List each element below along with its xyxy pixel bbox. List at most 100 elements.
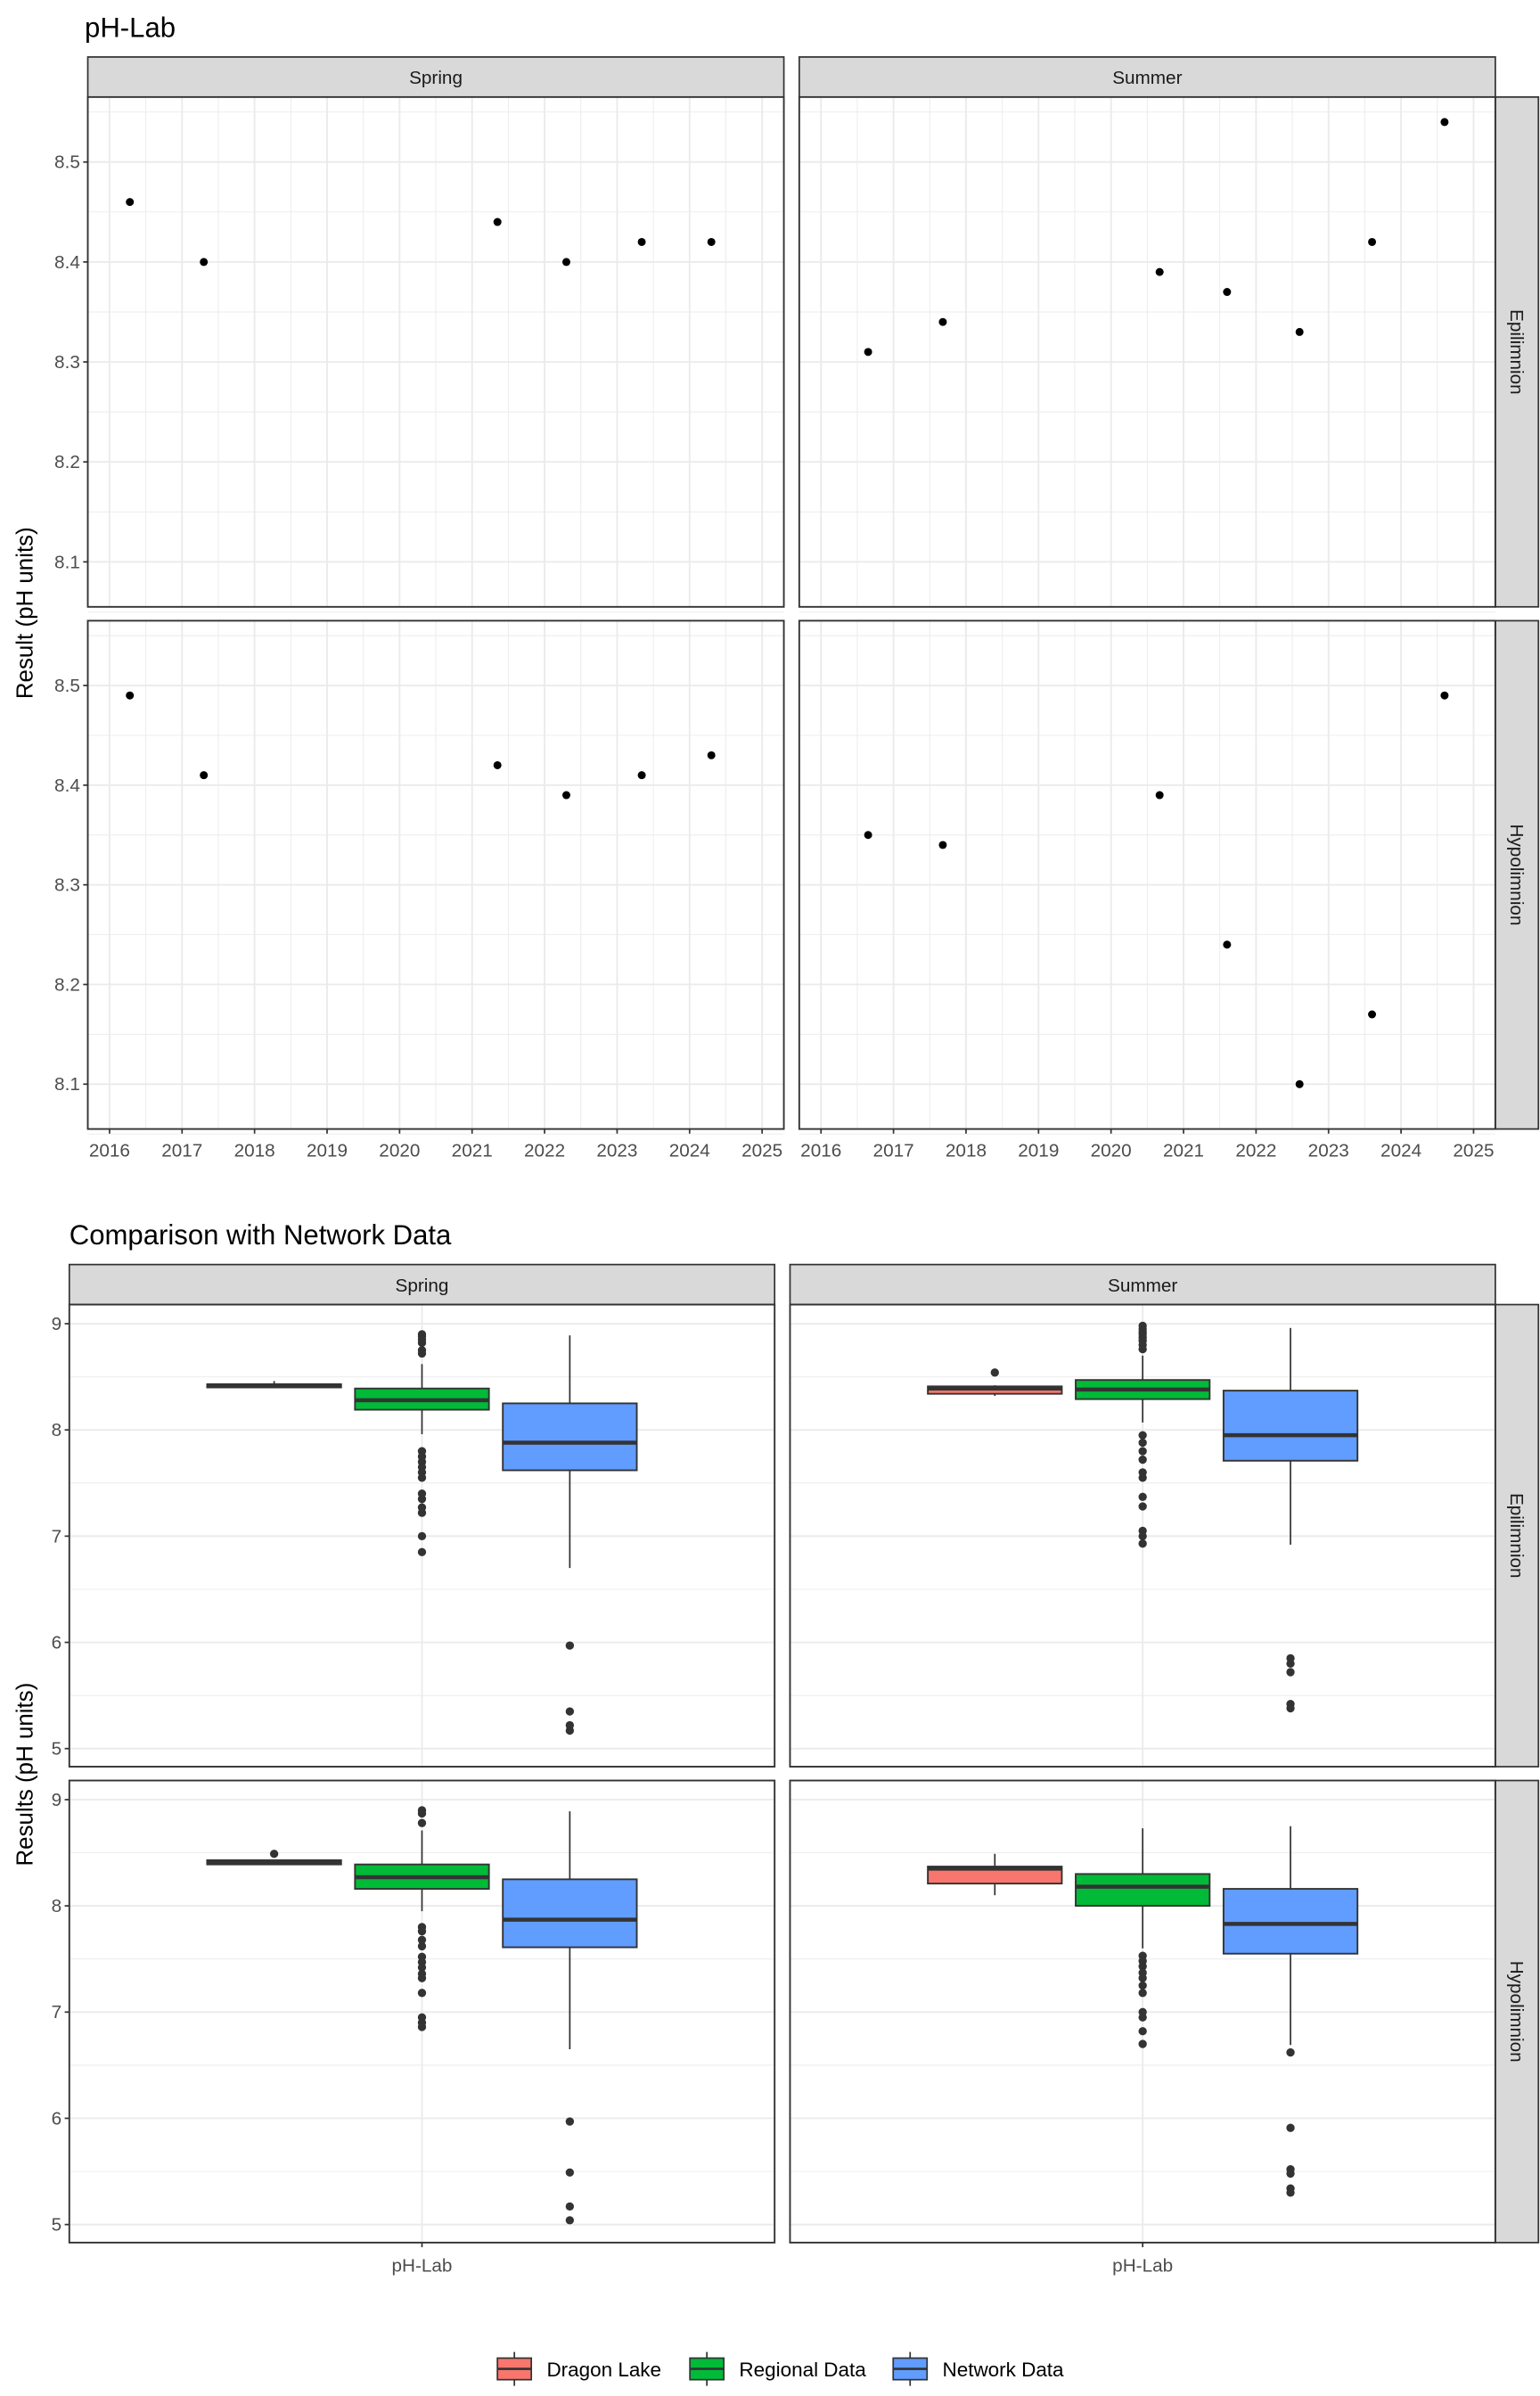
outlier-point: [565, 1707, 575, 1716]
box-regional-data: [354, 1806, 490, 2031]
y-tick-label: 8.5: [54, 152, 80, 173]
x-tick-label: 2021: [452, 1141, 493, 1161]
data-point: [1223, 940, 1232, 949]
y-tick-label: 8.3: [54, 352, 80, 373]
scatter-panel-spring-epilimnion: 8.1 8.2 8.3 8.4 8.5: [54, 95, 785, 612]
strip-label-epilimnion: Epilimnion: [1506, 309, 1527, 395]
outlier-point: [417, 2023, 427, 2031]
data-point: [126, 691, 135, 700]
data-point: [938, 841, 947, 849]
outlier-point: [1138, 1431, 1147, 1440]
data-point: [864, 348, 872, 357]
outlier-point: [565, 2216, 575, 2225]
outlier-point: [417, 1973, 427, 1982]
y-tick-label: 5: [52, 1739, 62, 1760]
data-point: [561, 791, 570, 800]
y-tick-label: 6: [52, 1632, 62, 1653]
box-regional-data: [1075, 1321, 1211, 1548]
x-tick-label: 2019: [307, 1141, 348, 1161]
x-tick-label: 2024: [1380, 1141, 1421, 1161]
legend-item-dragon-lake: Dragon Lake: [496, 2351, 661, 2386]
strip-label-spring: Spring: [396, 1276, 449, 1296]
data-point: [126, 198, 135, 207]
data-point: [1440, 118, 1449, 127]
x-tick-label: 2025: [1453, 1141, 1494, 1161]
outlier-point: [269, 1850, 279, 1859]
strip-label-spring: Spring: [409, 68, 463, 88]
x-tick-label: 2018: [946, 1141, 987, 1161]
outlier-point: [1286, 1668, 1295, 1677]
panel-border: [789, 1303, 1496, 1768]
strip-label-hypolimnion: Hypolimnion: [1506, 824, 1527, 925]
outlier-point: [417, 1547, 427, 1556]
panel-border: [798, 95, 1496, 608]
y-tick-label: 8.2: [54, 974, 80, 995]
data-point: [1155, 791, 1164, 800]
outlier-point: [417, 1818, 427, 1827]
y-tick-label: 8: [52, 1896, 62, 1916]
outlier-point: [417, 1338, 427, 1348]
box-iqr: [927, 1866, 1063, 1885]
data-point: [1368, 237, 1377, 246]
box-iqr: [1075, 1873, 1211, 1908]
box-network-data: [502, 1811, 638, 2225]
outlier-point: [417, 1989, 427, 1998]
strip-hypolimnion: [1495, 1779, 1540, 2244]
outlier-point: [565, 1726, 575, 1735]
outlier-point: [417, 1473, 427, 1482]
outlier-point: [1286, 1703, 1295, 1713]
data-point: [637, 771, 646, 780]
x-tick-label: pH-Lab: [1112, 2256, 1173, 2277]
y-tick-label: 8: [52, 1420, 62, 1440]
strip-summer: [789, 1263, 1496, 1306]
legend-label: Regional Data: [739, 2359, 866, 2381]
data-point: [707, 237, 716, 246]
outlier-point: [417, 1494, 427, 1504]
y-tick-label: 7: [52, 1526, 62, 1547]
outlier-point: [1138, 1447, 1147, 1456]
box-dragon-lake: [927, 1853, 1063, 1896]
outlier-point: [1138, 1962, 1147, 1971]
legend: Dragon Lake Regional Data Network Data: [496, 2351, 1064, 2386]
box-panel-spring-hypolimnion: 5 6 7 8 9 pH-Lab: [52, 1779, 776, 2277]
box-iqr: [1222, 1390, 1359, 1462]
legend-item-regional-data: Regional Data: [689, 2351, 866, 2386]
data-point: [1223, 288, 1232, 297]
outlier-point: [565, 2168, 575, 2177]
strip-epilimnion: [1495, 95, 1540, 608]
box-network-data: [502, 1335, 638, 1735]
outlier-point: [417, 1508, 427, 1517]
box-panel-summer-hypolimnion: pH-Lab: [789, 1779, 1496, 2277]
box-regional-data: [1075, 1828, 1211, 2048]
x-tick-label: 2017: [161, 1141, 202, 1161]
strip-spring: [68, 1263, 776, 1306]
outlier-point: [417, 1531, 427, 1541]
box-y-axis-title: Results (pH units): [12, 1683, 37, 1867]
outlier-point: [1138, 1492, 1147, 1501]
y-tick-label: 9: [52, 1790, 62, 1810]
box-iqr: [1222, 1888, 1359, 1955]
box-title: Comparison with Network Data: [70, 1219, 452, 1251]
y-tick-label: 6: [52, 2108, 62, 2129]
y-tick-label: 8.5: [54, 676, 80, 696]
outlier-point: [417, 1941, 427, 1951]
outlier-point: [565, 2202, 575, 2211]
box-iqr: [502, 1402, 638, 1472]
y-tick-label: 8.4: [54, 775, 80, 796]
scatter-title: pH-Lab: [85, 12, 176, 43]
y-tick-label: 8.1: [54, 552, 80, 572]
outlier-point: [417, 1927, 427, 1936]
outlier-point: [1138, 1981, 1147, 1990]
outlier-point: [1286, 2047, 1295, 2057]
strip-label-epilimnion: Epilimnion: [1506, 1493, 1527, 1579]
data-point: [707, 751, 716, 759]
data-point: [938, 317, 947, 326]
data-point: [1368, 1010, 1377, 1019]
box-dragon-lake: [206, 1381, 342, 1389]
panel-border: [86, 95, 785, 608]
outlier-point: [565, 1641, 575, 1650]
outlier-point: [1138, 2027, 1147, 2036]
strip-label-summer: Summer: [1108, 1276, 1177, 1296]
outlier-point: [1138, 1973, 1147, 1982]
x-tick-label: 2018: [234, 1141, 275, 1161]
